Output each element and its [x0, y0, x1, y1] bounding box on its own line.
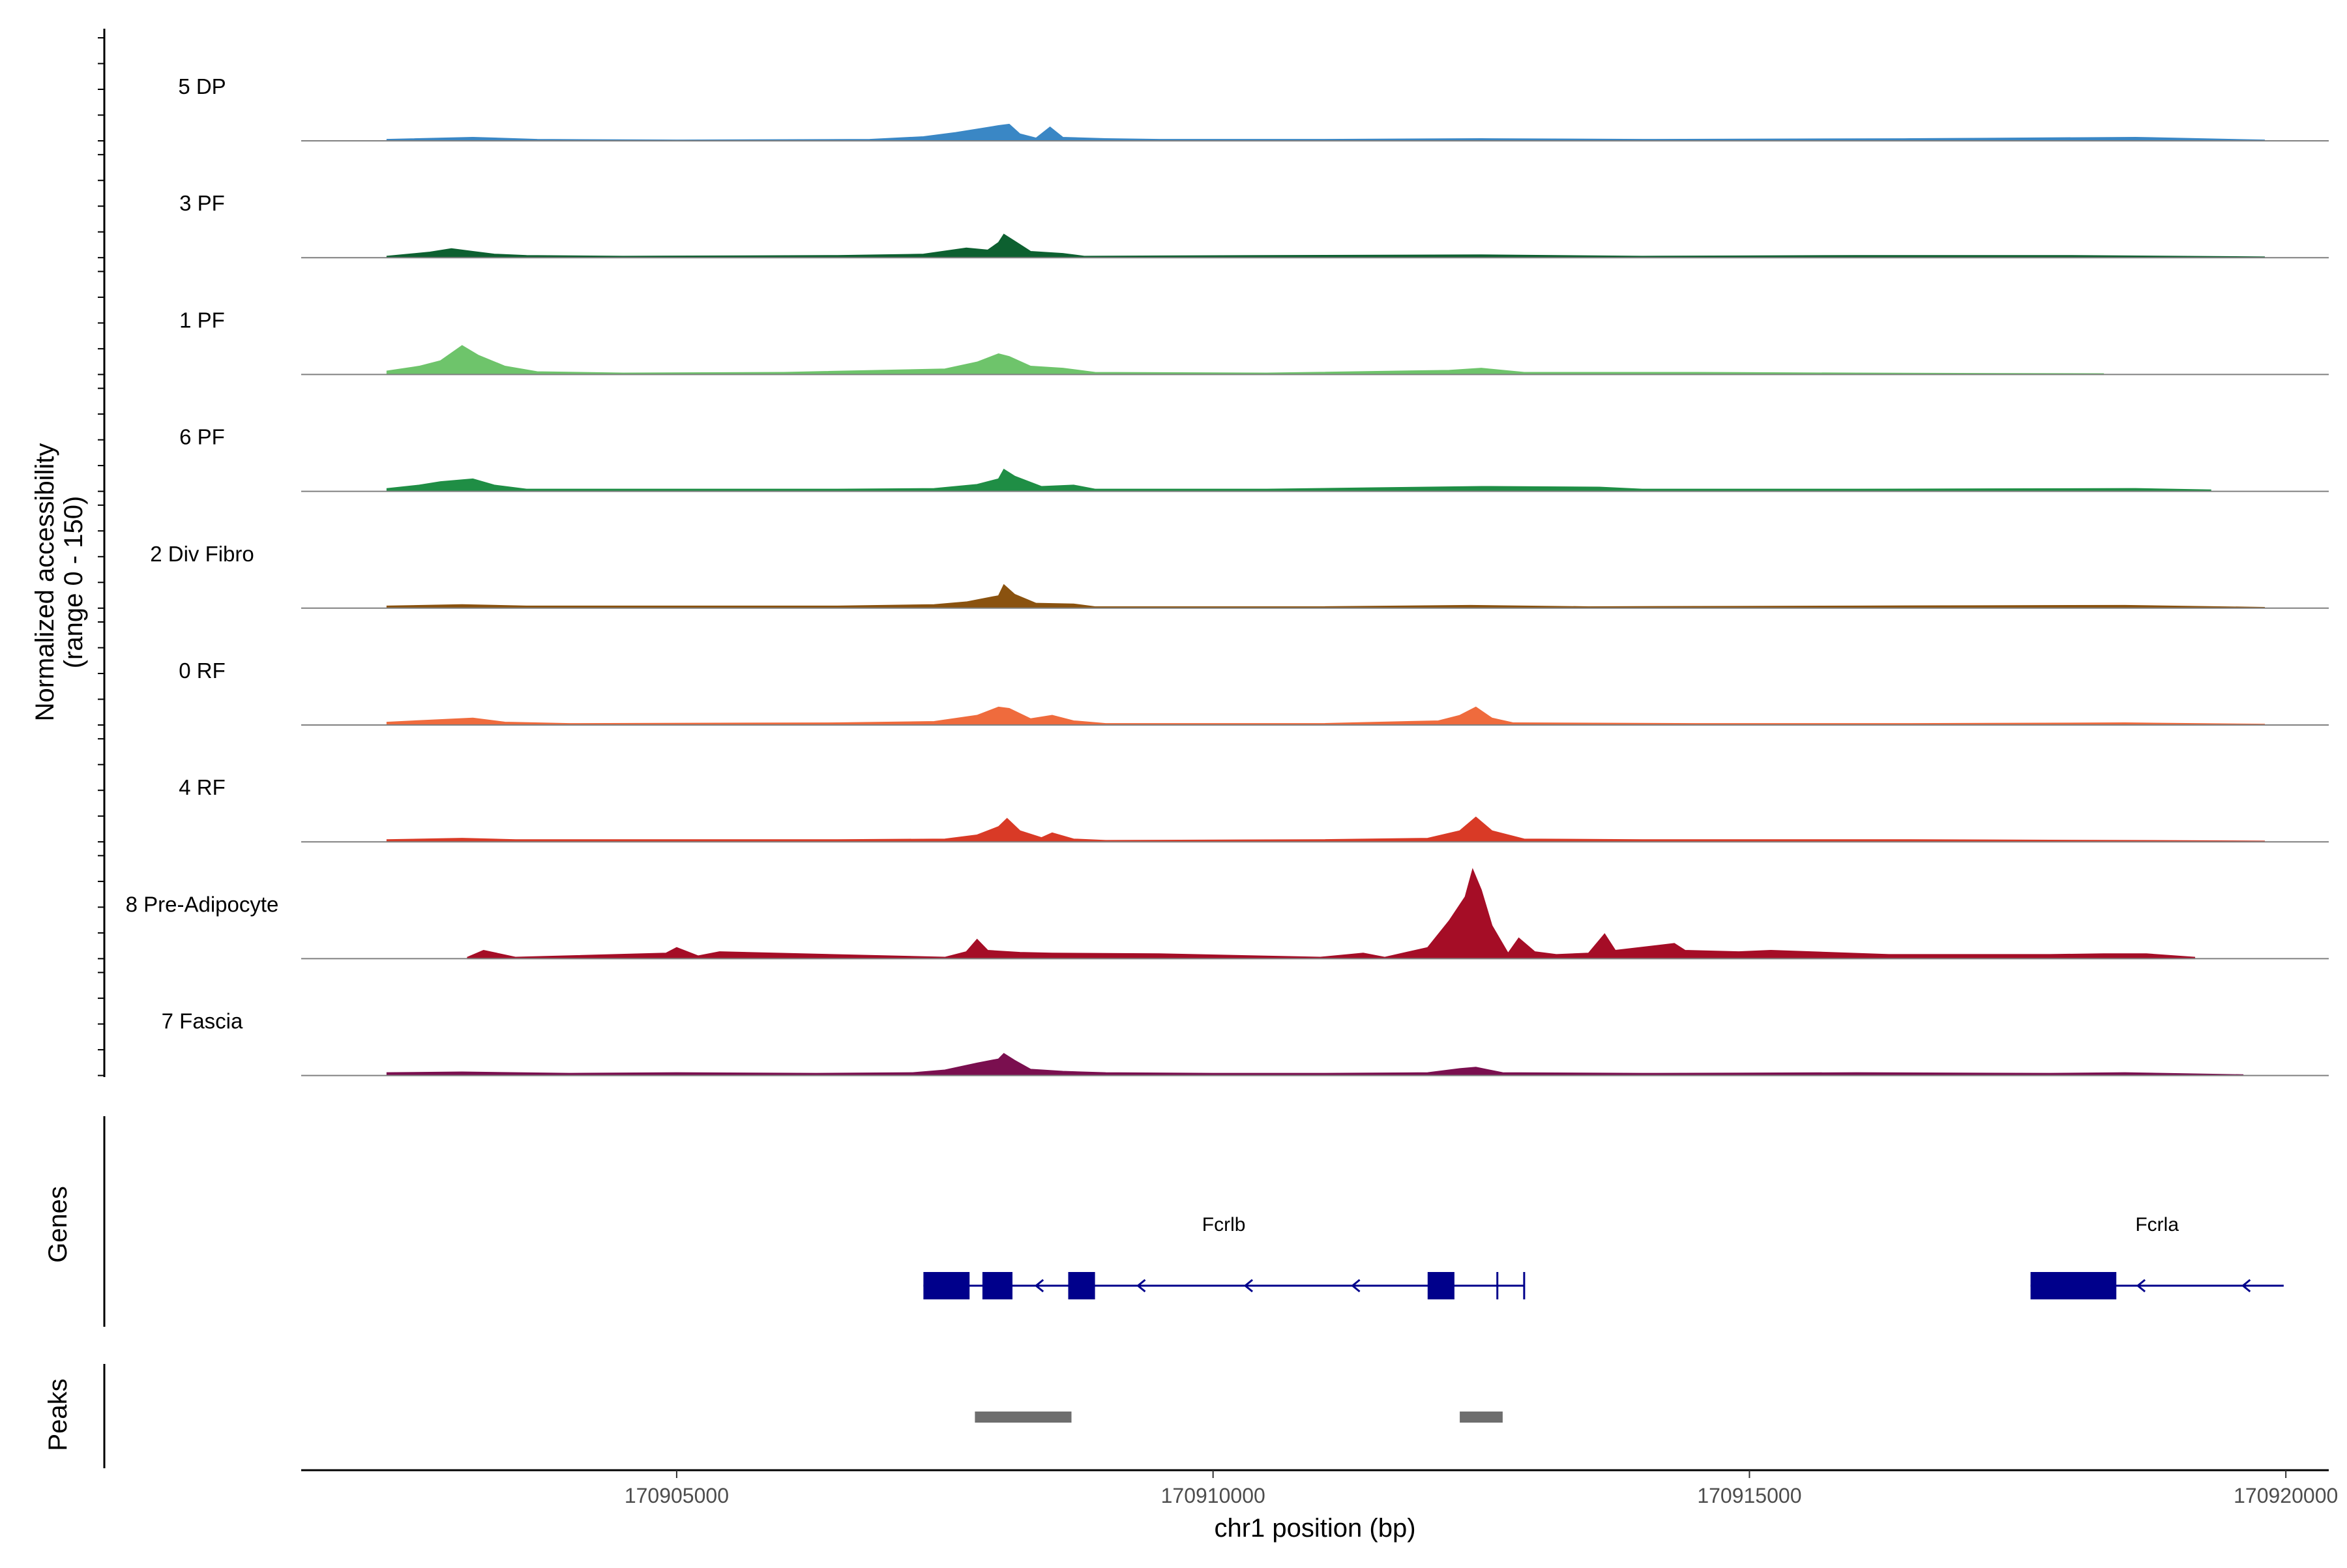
genes-track-title: Genes [44, 1186, 72, 1263]
coverage-area-3 [386, 468, 2211, 492]
strand-arrow [1034, 1279, 1044, 1293]
x-tick-label-2: 170915000 [1697, 1484, 1801, 1507]
track-label-0: 5 DP [178, 74, 226, 98]
strand-arrow [2136, 1279, 2146, 1293]
peaks-track-title: Peaks [44, 1378, 72, 1451]
peak-0 [975, 1412, 1072, 1423]
gene-exon [982, 1272, 1012, 1299]
gene-exon [1427, 1272, 1454, 1299]
x-tick-label-3: 170920000 [2234, 1484, 2338, 1507]
coverage-track-6 [301, 816, 2329, 843]
gene-label-0: Fcrlb [1202, 1214, 1246, 1235]
gene-exon [1068, 1272, 1095, 1299]
coverage-track-5 [301, 706, 2329, 726]
coverage-area-4 [386, 584, 2266, 609]
coverage-track-3 [301, 468, 2329, 492]
x-tick-label-0: 170905000 [625, 1484, 729, 1507]
coverage-area-8 [386, 1052, 2244, 1076]
coverage-track-4 [301, 584, 2329, 609]
coverage-area-6 [386, 816, 2266, 842]
coverage-track-2 [301, 345, 2329, 376]
track-labels: 5 DP 3 PF 1 PF 6 PF 2 Div Fibro 0 RF 4 RF 8 Pre… [126, 74, 279, 1033]
x-axis-title: chr1 position (bp) [1214, 1514, 1415, 1543]
coverage-area-0 [386, 123, 2266, 141]
coverage-area-7 [467, 868, 2196, 960]
gene-1: Fcrla [2030, 1214, 2284, 1299]
y-axis-title-line2: (range 0 - 150) [59, 496, 88, 669]
strand-arrow [1243, 1279, 1253, 1293]
coverage-track-0 [301, 123, 2329, 141]
coverage-track-1 [301, 233, 2329, 259]
peak-track [975, 1412, 1503, 1423]
gene-track: Fcrlb Fcrla [923, 1214, 2284, 1299]
track-label-8: 7 Fascia [162, 1009, 243, 1033]
left-axes [98, 29, 106, 1468]
strand-arrow [1351, 1279, 1361, 1293]
strand-arrow [2241, 1279, 2251, 1293]
coverage-track-8 [301, 1052, 2329, 1076]
track-label-1: 3 PF [179, 191, 225, 215]
gene-exon [923, 1272, 970, 1299]
track-label-2: 1 PF [179, 308, 225, 332]
coverage-tracks [301, 123, 2329, 1076]
x-axis: 170905000 170910000 170915000 170920000 [301, 1469, 2338, 1507]
strand-arrow [1436, 1279, 1447, 1293]
strand-arrow [1136, 1279, 1146, 1293]
coverage-track-7 [301, 868, 2329, 960]
coverage-area-2 [386, 345, 2104, 376]
track-label-5: 0 RF [179, 658, 226, 683]
gene-exon [2030, 1272, 2117, 1299]
y-axis-title-line1: Normalized accessibility [31, 443, 59, 722]
coverage-area-5 [386, 706, 2266, 726]
track-label-3: 6 PF [179, 425, 225, 449]
track-label-7: 8 Pre-Adipocyte [126, 892, 279, 916]
coverage-area-1 [386, 233, 2266, 258]
peak-1 [1460, 1412, 1503, 1423]
track-label-6: 4 RF [179, 775, 226, 799]
x-tick-label-1: 170910000 [1161, 1484, 1265, 1507]
gene-0: Fcrlb [923, 1214, 1526, 1299]
gene-label-1: Fcrla [2135, 1214, 2179, 1235]
track-label-4: 2 Div Fibro [150, 542, 254, 566]
